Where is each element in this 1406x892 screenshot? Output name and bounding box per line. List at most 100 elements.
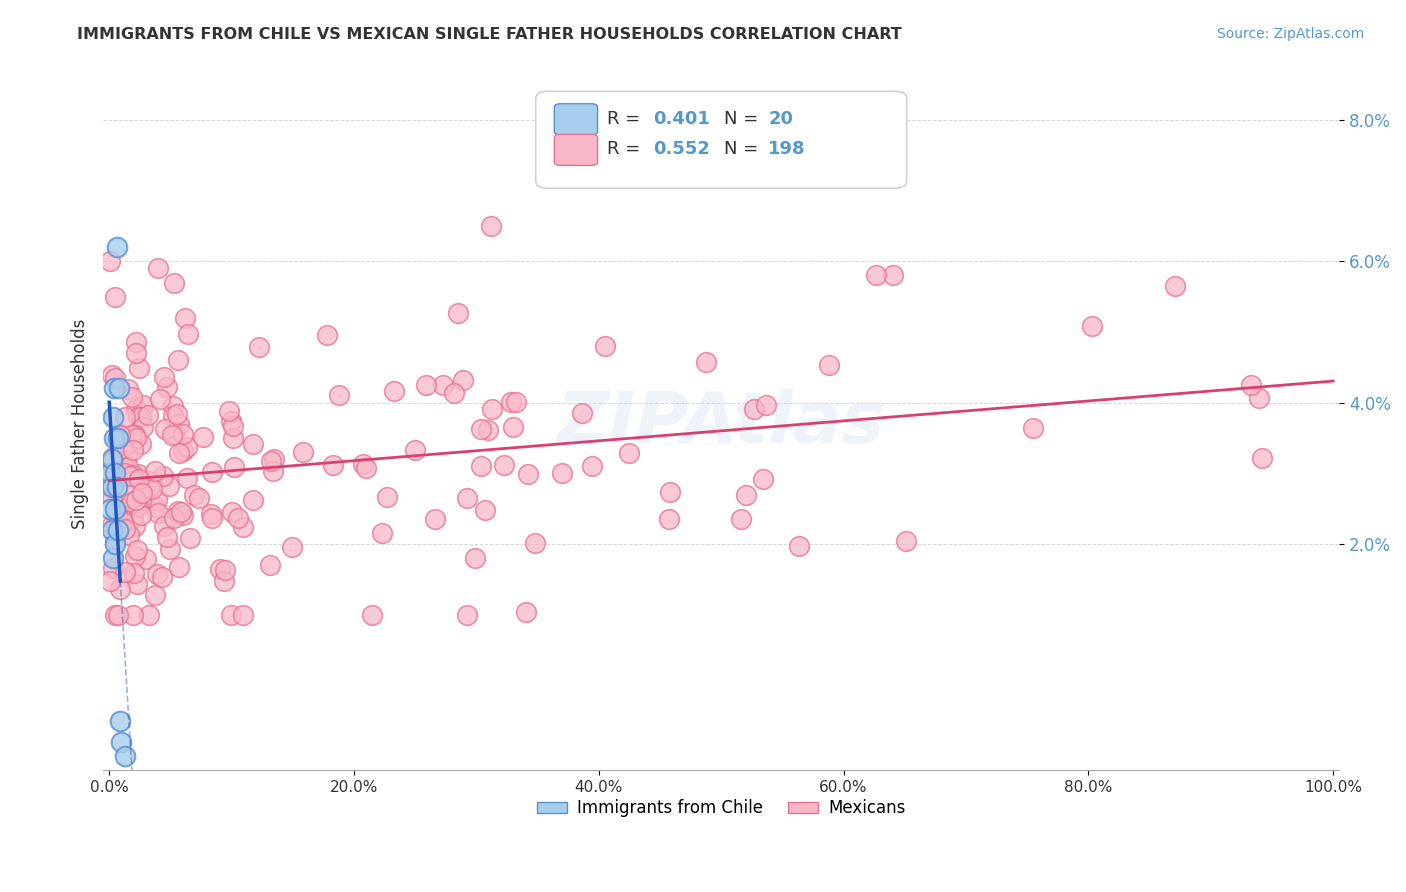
- Point: [695, 355, 717, 369]
- Point: [456, 607, 478, 622]
- Point: [167, 560, 190, 574]
- Point: [219, 414, 242, 428]
- Point: [101, 450, 124, 464]
- Point: [162, 399, 184, 413]
- Point: [177, 327, 200, 342]
- Point: [124, 549, 146, 564]
- Point: [170, 504, 193, 518]
- Point: [470, 422, 492, 436]
- Point: [114, 566, 136, 580]
- Point: [157, 478, 180, 492]
- Point: [129, 409, 152, 424]
- Point: [218, 404, 240, 418]
- Point: [200, 508, 222, 522]
- Point: [104, 466, 127, 480]
- Point: [481, 401, 503, 416]
- Point: [423, 511, 446, 525]
- Point: [110, 582, 132, 596]
- Point: [755, 398, 778, 412]
- Point: [138, 409, 160, 423]
- Point: [730, 511, 752, 525]
- Point: [502, 419, 524, 434]
- Point: [160, 428, 183, 442]
- Point: [818, 359, 841, 373]
- Text: N =: N =: [724, 140, 763, 159]
- Point: [101, 551, 124, 566]
- Point: [242, 493, 264, 508]
- Point: [108, 469, 131, 483]
- Point: [470, 459, 492, 474]
- Point: [322, 458, 344, 473]
- Text: 198: 198: [768, 140, 806, 159]
- Point: [247, 340, 270, 354]
- Point: [118, 435, 141, 450]
- Point: [115, 505, 138, 519]
- Point: [354, 460, 377, 475]
- Point: [132, 398, 155, 412]
- Point: [122, 566, 145, 581]
- Point: [100, 467, 122, 481]
- Point: [593, 339, 616, 353]
- Point: [125, 499, 148, 513]
- FancyBboxPatch shape: [554, 103, 598, 135]
- Point: [505, 394, 527, 409]
- Point: [118, 487, 141, 501]
- Point: [131, 486, 153, 500]
- Point: [166, 353, 188, 368]
- Point: [375, 490, 398, 504]
- Text: Source: ZipAtlas.com: Source: ZipAtlas.com: [1216, 27, 1364, 41]
- Point: [135, 552, 157, 566]
- Point: [117, 383, 139, 397]
- Point: [187, 491, 209, 506]
- Point: [179, 532, 201, 546]
- Point: [110, 427, 132, 442]
- Point: [110, 735, 132, 749]
- Point: [131, 420, 153, 434]
- Point: [104, 537, 127, 551]
- Text: 0.552: 0.552: [654, 140, 710, 159]
- Point: [103, 381, 125, 395]
- Point: [114, 409, 136, 424]
- Point: [162, 409, 184, 423]
- Point: [101, 409, 124, 424]
- Point: [105, 240, 128, 254]
- Point: [114, 522, 136, 536]
- Point: [125, 577, 148, 591]
- Point: [232, 519, 254, 533]
- Point: [152, 370, 174, 384]
- Point: [129, 494, 152, 508]
- Point: [404, 442, 426, 457]
- Point: [100, 452, 122, 467]
- Point: [1081, 318, 1104, 333]
- Point: [156, 530, 179, 544]
- Point: [456, 491, 478, 505]
- Point: [167, 504, 190, 518]
- Point: [515, 605, 537, 619]
- Point: [104, 607, 127, 622]
- Point: [111, 515, 134, 529]
- Point: [108, 427, 131, 442]
- Point: [159, 542, 181, 557]
- Y-axis label: Single Father Households: Single Father Households: [72, 318, 89, 529]
- Point: [129, 436, 152, 450]
- Point: [316, 327, 339, 342]
- Point: [523, 536, 546, 550]
- Point: [494, 458, 516, 472]
- Point: [517, 467, 540, 481]
- Point: [100, 455, 122, 469]
- Point: [121, 607, 143, 622]
- Point: [101, 368, 124, 382]
- Point: [118, 527, 141, 541]
- Point: [125, 543, 148, 558]
- Point: [208, 561, 231, 575]
- Point: [328, 388, 350, 402]
- Point: [221, 431, 243, 445]
- Point: [1164, 278, 1187, 293]
- Point: [744, 402, 766, 417]
- Point: [447, 306, 470, 320]
- Point: [571, 406, 593, 420]
- Point: [896, 533, 918, 548]
- Point: [352, 458, 374, 472]
- Text: ZIPAtlas: ZIPAtlas: [557, 389, 886, 458]
- Point: [100, 478, 122, 492]
